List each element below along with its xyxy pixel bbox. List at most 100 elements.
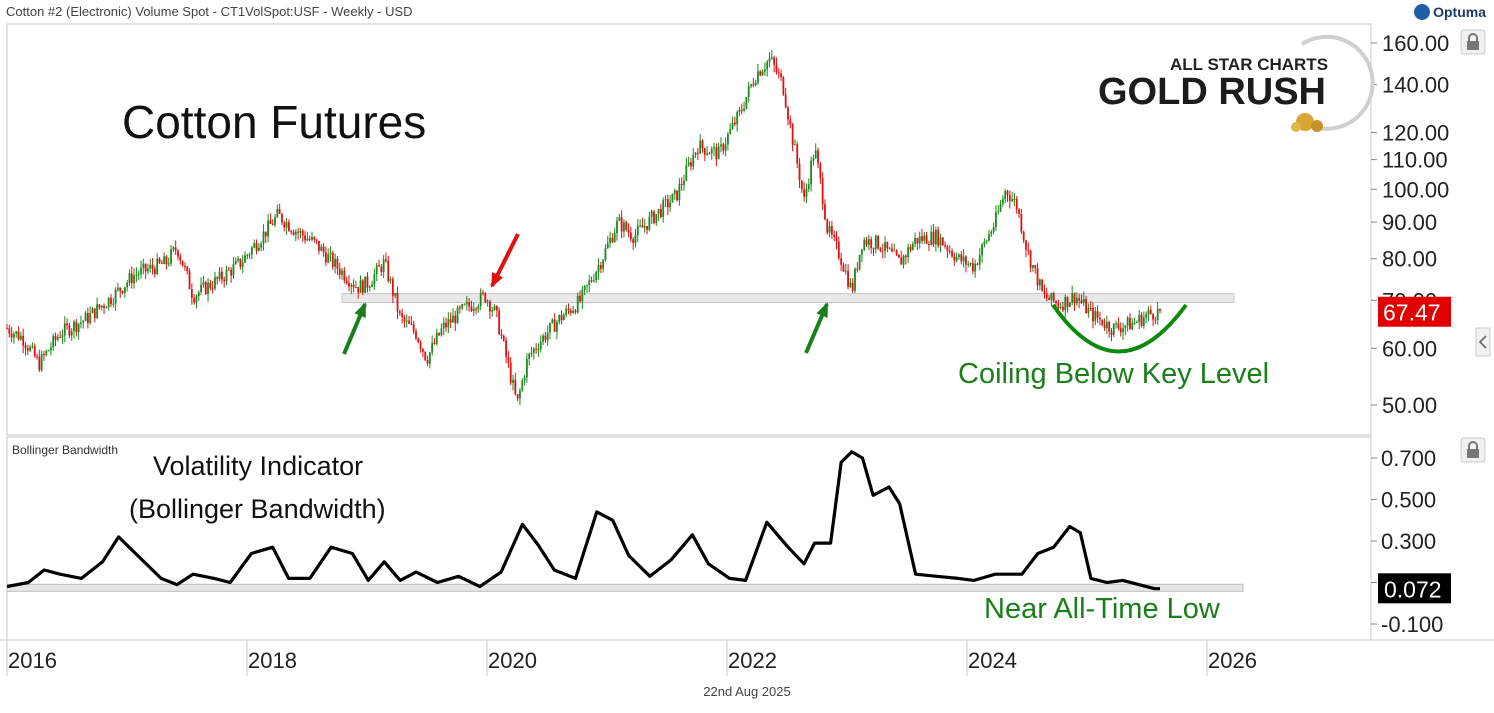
candle-body xyxy=(396,292,399,312)
candle-body xyxy=(768,58,771,62)
candle-body xyxy=(528,353,531,359)
last-price-tag xyxy=(1378,296,1451,327)
candle-body xyxy=(73,321,75,332)
candle-body xyxy=(789,119,792,125)
candle-body xyxy=(262,231,265,244)
candle-body xyxy=(121,290,124,294)
candle-body xyxy=(514,379,517,395)
candle-body xyxy=(1126,317,1129,326)
candle-body xyxy=(1159,308,1161,311)
candle-body xyxy=(826,219,829,233)
candle-body xyxy=(609,237,611,243)
candle-body xyxy=(854,268,856,291)
candle-body xyxy=(867,239,870,245)
price-y-tick-label: 60.00 xyxy=(1382,336,1437,361)
candle-body xyxy=(167,263,170,265)
candle-body xyxy=(368,287,371,289)
candle-body xyxy=(447,319,450,328)
candle-body xyxy=(978,255,981,265)
lock-icon[interactable] xyxy=(1460,29,1486,55)
candle-body xyxy=(237,258,239,261)
candle-body xyxy=(227,269,230,271)
candle-body xyxy=(190,289,193,299)
candle-body xyxy=(521,380,524,391)
candle-body xyxy=(539,341,542,350)
candle-body xyxy=(408,320,410,324)
candle-body xyxy=(787,107,789,120)
candle-body xyxy=(1034,265,1037,269)
candle-body xyxy=(1115,323,1117,325)
candle-body xyxy=(717,146,720,160)
candle-body xyxy=(142,263,145,268)
candle-body xyxy=(727,133,729,145)
candle-body xyxy=(91,308,94,314)
candle-body xyxy=(985,240,988,242)
candle-body xyxy=(997,211,1000,213)
candle-body xyxy=(616,220,618,234)
candle-body xyxy=(627,229,630,233)
rejection-arrow-head xyxy=(491,272,504,288)
candle-body xyxy=(1064,296,1067,311)
candle-body xyxy=(331,252,334,267)
candle-body xyxy=(290,231,293,233)
candle-body xyxy=(364,276,367,293)
candle-body xyxy=(992,226,995,232)
logo-line2: GOLD RUSH xyxy=(1098,71,1326,113)
candle-body xyxy=(304,235,306,241)
candle-body xyxy=(1099,317,1101,320)
candle-body xyxy=(814,150,817,159)
candle-body xyxy=(200,284,202,293)
bw-y-tick-label: 0.500 xyxy=(1381,488,1436,513)
candle-body xyxy=(230,269,233,276)
candle-body xyxy=(287,222,290,232)
candle-body xyxy=(495,305,498,311)
candle-body xyxy=(19,335,22,340)
candle-body xyxy=(498,310,501,335)
candle-body xyxy=(137,274,140,276)
candle-body xyxy=(352,284,355,288)
candle-body xyxy=(281,213,283,223)
candle-body xyxy=(361,280,364,293)
candle-body xyxy=(38,356,41,371)
bandwidth-title-line2: (Bollinger Bandwidth) xyxy=(129,494,386,524)
price-y-tick-label: 160.00 xyxy=(1382,31,1449,56)
candle-body xyxy=(311,237,313,240)
candle-body xyxy=(348,282,350,287)
candle-body xyxy=(694,152,697,155)
price-y-tick-label: 110.00 xyxy=(1382,148,1448,173)
candle-body xyxy=(525,358,528,378)
chevron-left-icon[interactable] xyxy=(1475,327,1491,357)
candle-body xyxy=(264,231,267,237)
candle-body xyxy=(1041,279,1044,291)
candle-body xyxy=(988,234,990,241)
candle-body xyxy=(560,315,563,321)
candle-body xyxy=(715,147,718,160)
candle-body xyxy=(274,216,276,225)
candle-body xyxy=(36,356,38,358)
lock-icon[interactable] xyxy=(1460,437,1486,463)
candle-body xyxy=(417,338,420,343)
coiling-annotation: Coiling Below Key Level xyxy=(958,358,1269,390)
candle-body xyxy=(1043,290,1046,294)
candle-body xyxy=(625,222,628,230)
optuma-brand[interactable]: Optuma xyxy=(1414,4,1486,20)
candle-body xyxy=(777,72,780,74)
candle-body xyxy=(110,297,112,304)
candle-body xyxy=(546,332,549,340)
candle-body xyxy=(1052,292,1055,302)
optuma-logo-icon xyxy=(1414,4,1431,20)
candle-body xyxy=(692,154,695,167)
candle-body xyxy=(186,266,189,272)
candle-body xyxy=(241,262,244,267)
candle-body xyxy=(736,111,739,125)
x-tick-label: 2024 xyxy=(968,648,1017,673)
candle-body xyxy=(93,308,96,319)
logo-line1: ALL STAR CHARTS xyxy=(1170,55,1328,74)
candle-body xyxy=(951,250,953,257)
chart-header-title: Cotton #2 (Electronic) Volume Spot - CT1… xyxy=(6,4,413,19)
candle-body xyxy=(1129,317,1131,330)
candle-body xyxy=(1080,300,1083,303)
lock-icon-body xyxy=(1467,449,1479,458)
key-level-band xyxy=(341,293,1235,304)
candle-body xyxy=(1032,265,1034,268)
